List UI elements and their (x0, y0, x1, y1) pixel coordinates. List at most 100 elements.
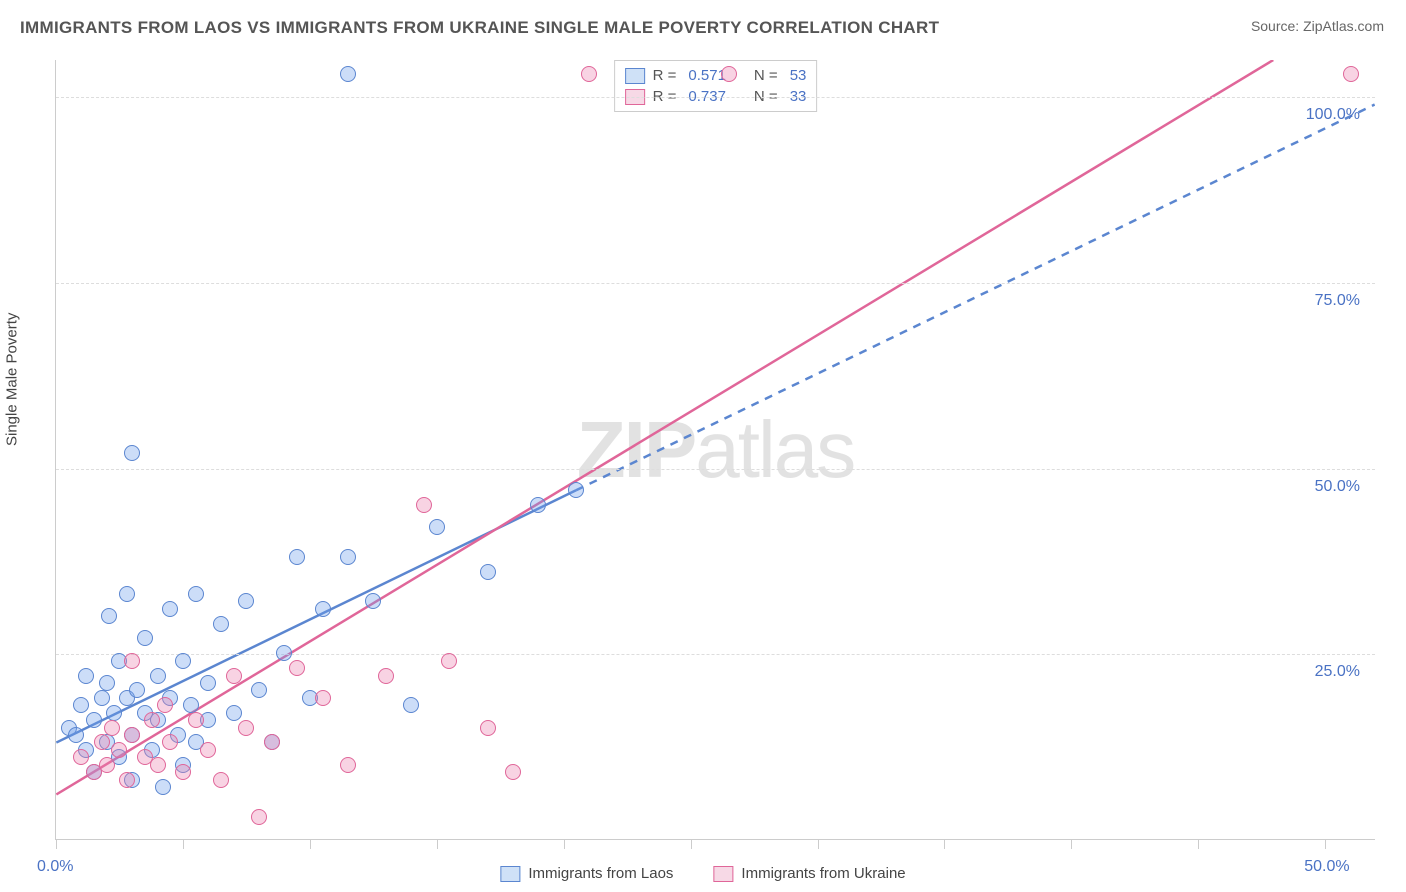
n-value: 53 (790, 67, 807, 84)
data-point (378, 668, 394, 684)
data-point (99, 675, 115, 691)
source-label: Source: ZipAtlas.com (1251, 18, 1384, 34)
data-point (162, 601, 178, 617)
data-point (480, 564, 496, 580)
legend-swatch (713, 866, 733, 882)
data-point (530, 497, 546, 513)
x-tick (1325, 839, 1326, 849)
data-point (175, 764, 191, 780)
watermark: ZIPatlas (577, 404, 854, 496)
gridline (56, 654, 1375, 655)
y-tick-label: 75.0% (1315, 292, 1360, 310)
legend-series-name: Immigrants from Laos (528, 865, 673, 882)
data-point (200, 742, 216, 758)
data-point (429, 519, 445, 535)
legend-item: Immigrants from Ukraine (713, 865, 905, 882)
data-point (340, 66, 356, 82)
legend-item: Immigrants from Laos (500, 865, 673, 882)
data-point (188, 586, 204, 602)
data-point (73, 697, 89, 713)
data-point (150, 757, 166, 773)
data-point (200, 675, 216, 691)
data-point (124, 653, 140, 669)
x-tick (310, 839, 311, 849)
data-point (106, 705, 122, 721)
data-point (403, 697, 419, 713)
watermark-bold: ZIP (577, 405, 695, 494)
data-point (340, 757, 356, 773)
data-point (119, 772, 135, 788)
data-point (581, 66, 597, 82)
data-point (183, 697, 199, 713)
data-point (94, 734, 110, 750)
x-tick (691, 839, 692, 849)
data-point (175, 653, 191, 669)
data-point (99, 757, 115, 773)
data-point (213, 772, 229, 788)
data-point (73, 749, 89, 765)
chart-title: IMMIGRANTS FROM LAOS VS IMMIGRANTS FROM … (20, 18, 939, 38)
gridline (56, 469, 1375, 470)
data-point (480, 720, 496, 736)
x-tick (818, 839, 819, 849)
x-tick-50: 50.0% (1304, 858, 1349, 876)
data-point (111, 742, 127, 758)
data-point (78, 668, 94, 684)
data-point (94, 690, 110, 706)
r-label: R = (653, 67, 677, 84)
data-point (68, 727, 84, 743)
x-tick-0: 0.0% (37, 858, 73, 876)
x-tick (56, 839, 57, 849)
legend-series: Immigrants from Laos Immigrants from Ukra… (500, 865, 905, 882)
trend-lines (56, 60, 1375, 839)
data-point (213, 616, 229, 632)
data-point (416, 497, 432, 513)
legend-series-name: Immigrants from Ukraine (741, 865, 905, 882)
data-point (251, 809, 267, 825)
data-point (104, 720, 120, 736)
legend-swatch (625, 68, 645, 84)
data-point (251, 682, 267, 698)
data-point (289, 549, 305, 565)
data-point (162, 734, 178, 750)
data-point (226, 705, 242, 721)
x-tick (1198, 839, 1199, 849)
x-tick (437, 839, 438, 849)
data-point (568, 482, 584, 498)
plot-area: ZIPatlas R = 0.571 N = 53 R = 0.737 N = … (55, 60, 1375, 840)
data-point (365, 593, 381, 609)
legend-swatch (500, 866, 520, 882)
data-point (157, 697, 173, 713)
data-point (276, 645, 292, 661)
watermark-rest: atlas (695, 405, 854, 494)
data-point (1343, 66, 1359, 82)
y-axis-label: Single Male Poverty (4, 313, 21, 446)
data-point (315, 601, 331, 617)
data-point (441, 653, 457, 669)
data-point (238, 720, 254, 736)
x-tick (564, 839, 565, 849)
data-point (144, 712, 160, 728)
data-point (137, 630, 153, 646)
y-tick-label: 100.0% (1306, 106, 1360, 124)
data-point (315, 690, 331, 706)
data-point (155, 779, 171, 795)
data-point (721, 66, 737, 82)
legend-stat-row: R = 0.571 N = 53 (625, 65, 807, 86)
data-point (129, 682, 145, 698)
x-tick (944, 839, 945, 849)
data-point (340, 549, 356, 565)
y-tick-label: 50.0% (1315, 478, 1360, 496)
data-point (101, 608, 117, 624)
legend-stats: R = 0.571 N = 53 R = 0.737 N = 33 (614, 60, 818, 112)
gridline (56, 97, 1375, 98)
data-point (264, 734, 280, 750)
n-label: N = (754, 67, 778, 84)
data-point (505, 764, 521, 780)
data-point (226, 668, 242, 684)
x-tick (1071, 839, 1072, 849)
data-point (124, 445, 140, 461)
gridline (56, 283, 1375, 284)
data-point (289, 660, 305, 676)
x-tick (183, 839, 184, 849)
